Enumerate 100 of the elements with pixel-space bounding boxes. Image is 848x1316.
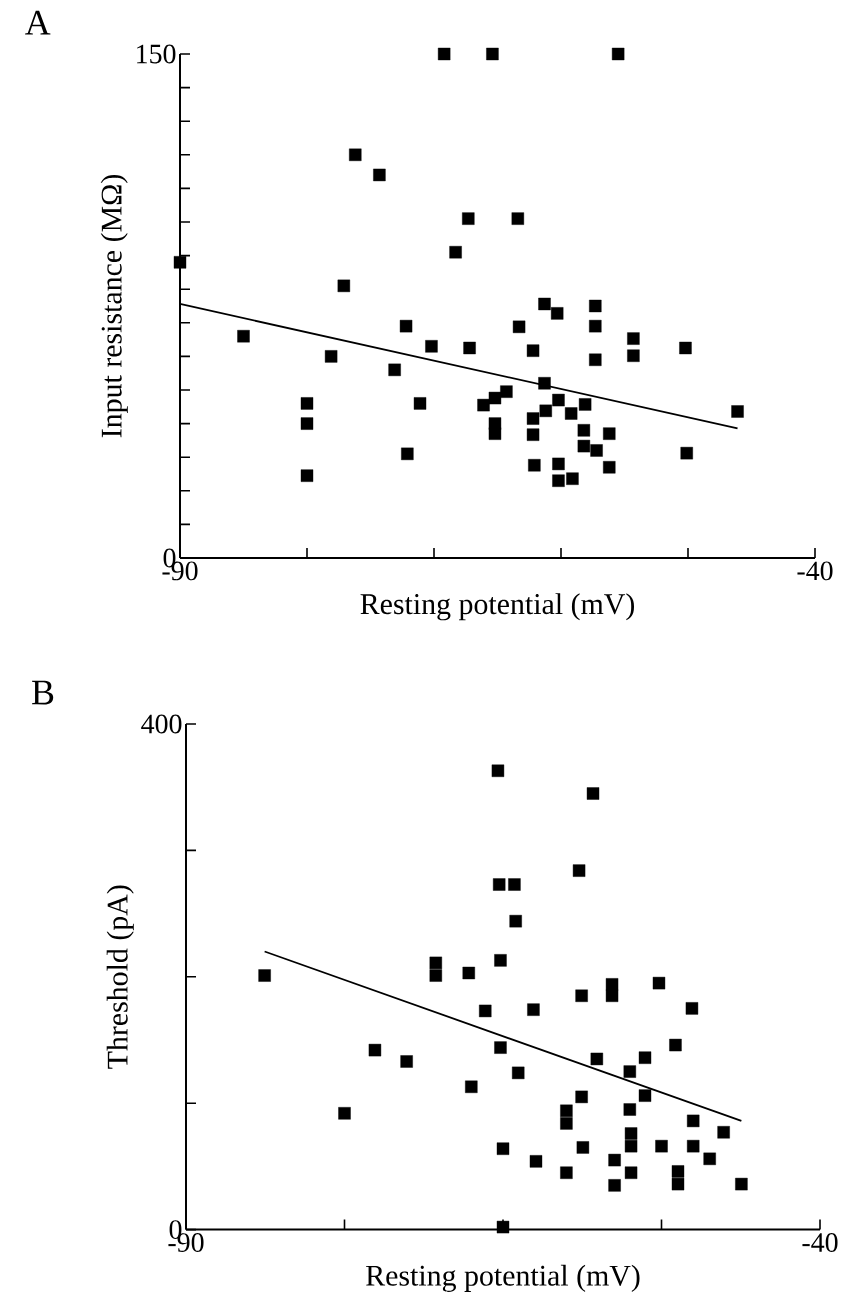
point	[627, 332, 640, 345]
point	[512, 1066, 525, 1080]
point	[552, 474, 565, 487]
point	[687, 1139, 700, 1153]
point	[703, 1152, 716, 1166]
x-axis-title: Resting potential (mV)	[366, 1264, 640, 1292]
point	[735, 1177, 748, 1191]
point	[528, 459, 541, 472]
point	[526, 412, 540, 425]
point	[496, 1220, 510, 1234]
point	[539, 404, 552, 418]
point	[577, 424, 591, 437]
point	[373, 168, 386, 182]
chart-title: A	[25, 10, 51, 35]
point	[529, 1155, 543, 1168]
point	[638, 1089, 652, 1102]
point	[603, 461, 616, 474]
point	[338, 1107, 351, 1120]
point	[638, 1051, 652, 1064]
point	[590, 444, 603, 457]
point	[671, 1177, 685, 1191]
point	[388, 363, 401, 377]
point	[488, 427, 502, 440]
point	[605, 978, 619, 991]
point	[680, 446, 693, 460]
point	[399, 319, 413, 333]
point	[669, 1038, 682, 1052]
point	[494, 1041, 507, 1054]
point	[493, 878, 506, 891]
point	[400, 1055, 413, 1068]
point	[494, 954, 507, 967]
point	[173, 256, 187, 269]
point	[300, 397, 314, 410]
point	[465, 1080, 478, 1093]
point	[508, 878, 521, 891]
point	[538, 377, 551, 390]
point	[627, 349, 640, 362]
point	[488, 391, 502, 405]
point	[564, 407, 578, 420]
point	[486, 47, 499, 61]
point	[586, 787, 600, 800]
point	[324, 350, 338, 363]
point	[429, 956, 442, 970]
x-tick-label: -40	[797, 561, 833, 581]
point	[491, 764, 505, 777]
point	[512, 320, 526, 334]
point	[575, 989, 588, 1002]
y-axis-title: Input resistance (MΩ)	[100, 175, 128, 438]
point	[577, 439, 591, 453]
point	[608, 1153, 621, 1167]
point	[479, 1004, 492, 1018]
point	[623, 1103, 636, 1116]
point	[538, 297, 551, 311]
point	[560, 1117, 573, 1130]
point	[349, 148, 362, 161]
point	[368, 1043, 382, 1057]
point	[477, 398, 490, 412]
point	[589, 319, 602, 333]
point	[429, 969, 442, 982]
point	[572, 864, 586, 877]
point	[300, 469, 314, 482]
point	[300, 417, 314, 430]
point	[560, 1166, 573, 1179]
point	[413, 397, 427, 410]
point	[624, 1139, 638, 1153]
point	[603, 427, 616, 440]
point	[623, 1065, 636, 1078]
point	[679, 341, 692, 355]
point	[608, 1179, 621, 1192]
point	[685, 1002, 699, 1015]
point	[463, 341, 476, 355]
point	[462, 966, 475, 980]
point	[611, 47, 625, 61]
point	[589, 299, 602, 313]
point	[624, 1166, 638, 1179]
point	[717, 1126, 730, 1139]
point	[526, 428, 540, 441]
point	[550, 307, 564, 320]
chart-title: B	[32, 680, 54, 705]
point	[462, 212, 475, 225]
point	[590, 1052, 604, 1066]
point	[437, 47, 451, 61]
point	[578, 398, 592, 411]
y-axis-title: Threshold (pA)	[106, 885, 134, 1069]
point	[605, 989, 619, 1002]
point	[566, 472, 579, 485]
point	[526, 344, 540, 357]
y-tick-label: 400	[141, 714, 182, 734]
point	[552, 393, 565, 407]
point	[258, 969, 271, 982]
x-tick-label: -40	[802, 1233, 838, 1252]
point	[511, 212, 525, 225]
point	[652, 976, 666, 990]
point	[624, 1127, 638, 1140]
point	[496, 1142, 510, 1155]
point	[527, 1003, 540, 1016]
point	[575, 1090, 588, 1104]
point	[671, 1165, 685, 1178]
point	[687, 1114, 700, 1128]
point	[560, 1104, 573, 1117]
